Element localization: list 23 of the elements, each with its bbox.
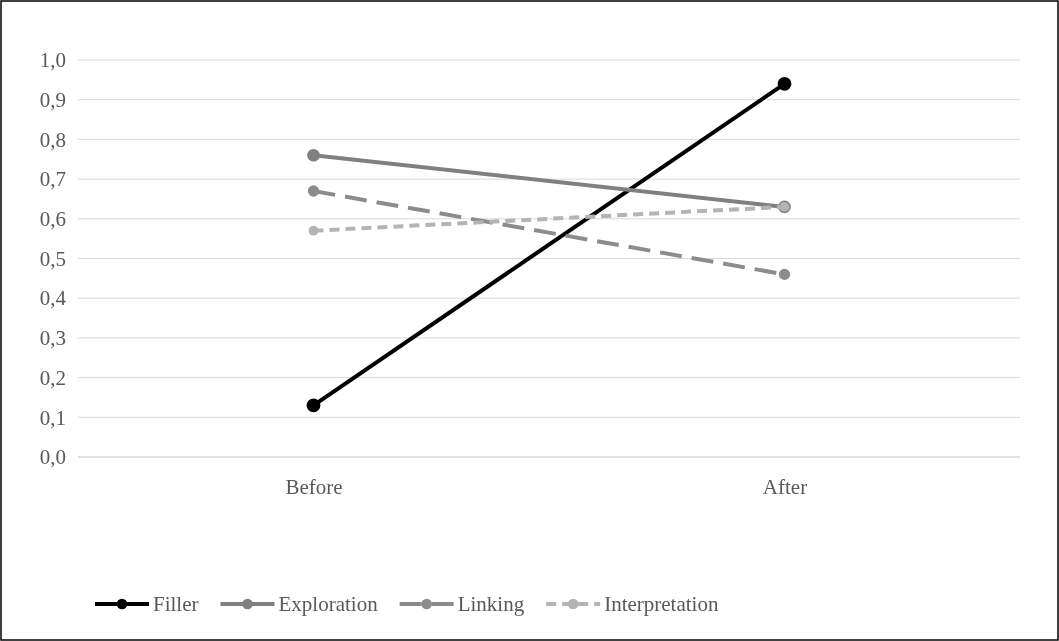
y-tick-label: 0,2 <box>39 365 66 390</box>
x-tick-label: After <box>762 474 808 499</box>
point <box>307 148 320 162</box>
legend-label: Interpretation <box>604 592 719 616</box>
x-tick-label: Before <box>285 474 343 499</box>
legend-label: Exploration <box>278 592 379 616</box>
point <box>307 185 320 197</box>
point <box>308 225 319 236</box>
y-tick-label: 1,0 <box>39 48 66 73</box>
y-tick-label: 0,4 <box>39 286 67 311</box>
legend-label: Filler <box>153 592 199 616</box>
y-tick-label: 0,0 <box>39 445 66 470</box>
point <box>778 268 791 281</box>
y-tick-label: 0,5 <box>39 246 66 271</box>
y-tick-label: 0,7 <box>39 167 66 192</box>
y-tick-label: 0,1 <box>39 405 66 430</box>
legend-label: Linking <box>457 592 525 616</box>
y-tick-label: 0,3 <box>39 326 66 351</box>
y-tick-label: 0,6 <box>39 207 66 232</box>
y-tick-label: 0,9 <box>39 87 66 112</box>
point <box>306 398 321 413</box>
point <box>777 76 792 91</box>
y-tick-label: 0,8 <box>39 127 66 152</box>
